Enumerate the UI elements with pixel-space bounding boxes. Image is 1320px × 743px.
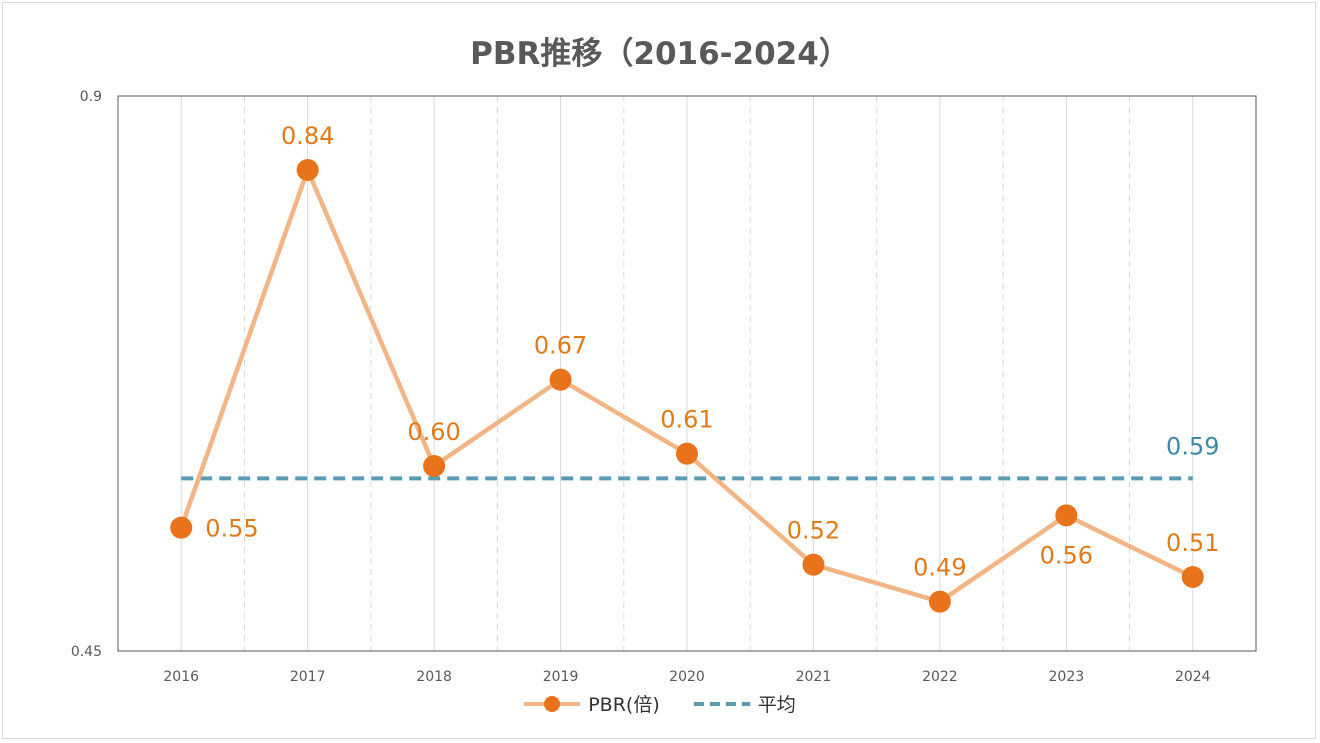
pbr-data-label: 0.55 [205, 515, 258, 543]
pbr-data-point [1055, 504, 1078, 527]
pbr-data-label: 0.61 [660, 406, 713, 434]
x-tick-label: 2021 [796, 669, 832, 685]
pbr-data-label: 0.51 [1166, 529, 1219, 557]
legend-item-average: 平均 [693, 690, 796, 717]
pbr-data-point [423, 455, 446, 477]
pbr-data-point [296, 159, 319, 181]
legend-marker-average-icon [693, 701, 750, 706]
legend-label-pbr: PBR(倍) [588, 694, 660, 716]
legend-marker-pbr-icon [524, 695, 581, 712]
pbr-data-point [1181, 566, 1204, 588]
pbr-data-label: 0.84 [281, 122, 334, 150]
x-tick-label: 2016 [163, 669, 199, 685]
y-tick-label: 0.9 [80, 89, 102, 105]
legend-label-average: 平均 [757, 694, 796, 716]
average-label: 0.59 [1166, 432, 1219, 460]
x-tick-label: 2022 [922, 669, 958, 685]
y-tick-label: 0.45 [71, 644, 102, 660]
legend-item-pbr: PBR(倍) [524, 690, 660, 717]
x-tick-label: 2018 [416, 669, 452, 685]
pbr-data-label: 0.56 [1040, 541, 1093, 569]
x-tick-label: 2020 [669, 669, 705, 685]
pbr-data-label: 0.67 [534, 332, 587, 360]
x-tick-label: 2019 [543, 669, 579, 685]
plot-area [117, 95, 1257, 652]
legend: PBR(倍) 平均 [0, 690, 1320, 717]
pbr-data-point [928, 590, 951, 613]
pbr-data-label: 0.49 [913, 554, 966, 582]
pbr-data-point [802, 553, 825, 576]
pbr-data-label: 0.60 [407, 418, 460, 446]
x-tick-label: 2017 [290, 669, 326, 685]
x-tick-label: 2024 [1175, 669, 1211, 685]
x-tick-label: 2023 [1049, 669, 1085, 685]
pbr-data-point [170, 516, 193, 539]
pbr-data-label: 0.52 [787, 517, 840, 545]
chart-title: PBR推移（2016-2024） [470, 36, 850, 72]
pbr-data-point [549, 368, 572, 391]
pbr-data-point [676, 442, 698, 465]
